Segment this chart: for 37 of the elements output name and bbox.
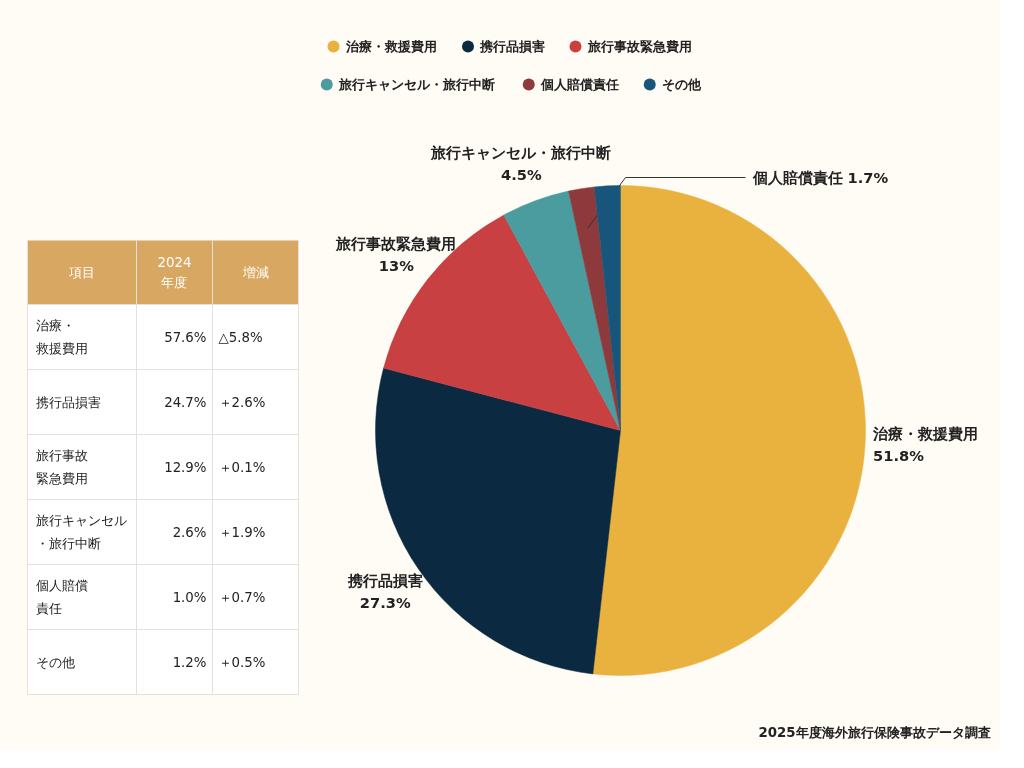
category-label: 増減 — [241, 265, 269, 280]
data-label: 27.3% — [359, 593, 412, 611]
legend-label: 個人賠償責任 — [539, 77, 619, 92]
category-label: 治療・救援費用 — [35, 318, 88, 356]
text: 24.7% — [164, 394, 207, 410]
data-label: 51.8% — [873, 446, 925, 464]
text: 2.6% — [172, 524, 207, 540]
data-label: 13% — [378, 256, 415, 274]
category-label: 携行品損害 — [35, 394, 101, 410]
text: ＋0.7% — [218, 589, 266, 605]
text: ＋0.1% — [218, 459, 266, 475]
slice-label: 携行品損害 — [346, 571, 423, 589]
category-label: 個人賠償責任 1.7% — [752, 169, 889, 186]
legend-label: 治療・救援費用 — [344, 39, 437, 54]
text: △5.8% — [218, 329, 263, 345]
text: ＋0.5% — [218, 654, 266, 670]
category-label: 2024年度 — [157, 255, 192, 290]
text: 1.0% — [172, 589, 207, 605]
category-label: 旅行キャンセル・旅行中断 — [35, 513, 127, 551]
legend-label: 旅行キャンセル・旅行中断 — [337, 77, 495, 92]
text: 2025年度海外旅行保険事故データ調査 — [758, 725, 991, 740]
data-label: 4.5% — [501, 165, 543, 183]
category-label: その他 — [35, 654, 75, 670]
legend-label: その他 — [661, 77, 702, 92]
category-label: 旅行事故緊急費用 — [35, 448, 88, 486]
text: 12.9% — [164, 459, 207, 475]
legend-label: 旅行事故緊急費用 — [586, 39, 692, 54]
category-label: 項目 — [68, 265, 95, 280]
legend-label: 携行品損害 — [479, 39, 545, 54]
category-label: 個人賠償責任 — [35, 578, 88, 616]
text: 57.6% — [164, 329, 207, 345]
slice-label: 治療・救援費用 — [872, 424, 979, 442]
slice-label: 旅行キャンセル・旅行中断 — [430, 143, 612, 161]
slice-label: 旅行事故緊急費用 — [335, 234, 457, 252]
text: ＋2.6% — [218, 394, 266, 410]
text: 1.2% — [172, 654, 207, 670]
text: ＋1.9% — [218, 524, 266, 540]
